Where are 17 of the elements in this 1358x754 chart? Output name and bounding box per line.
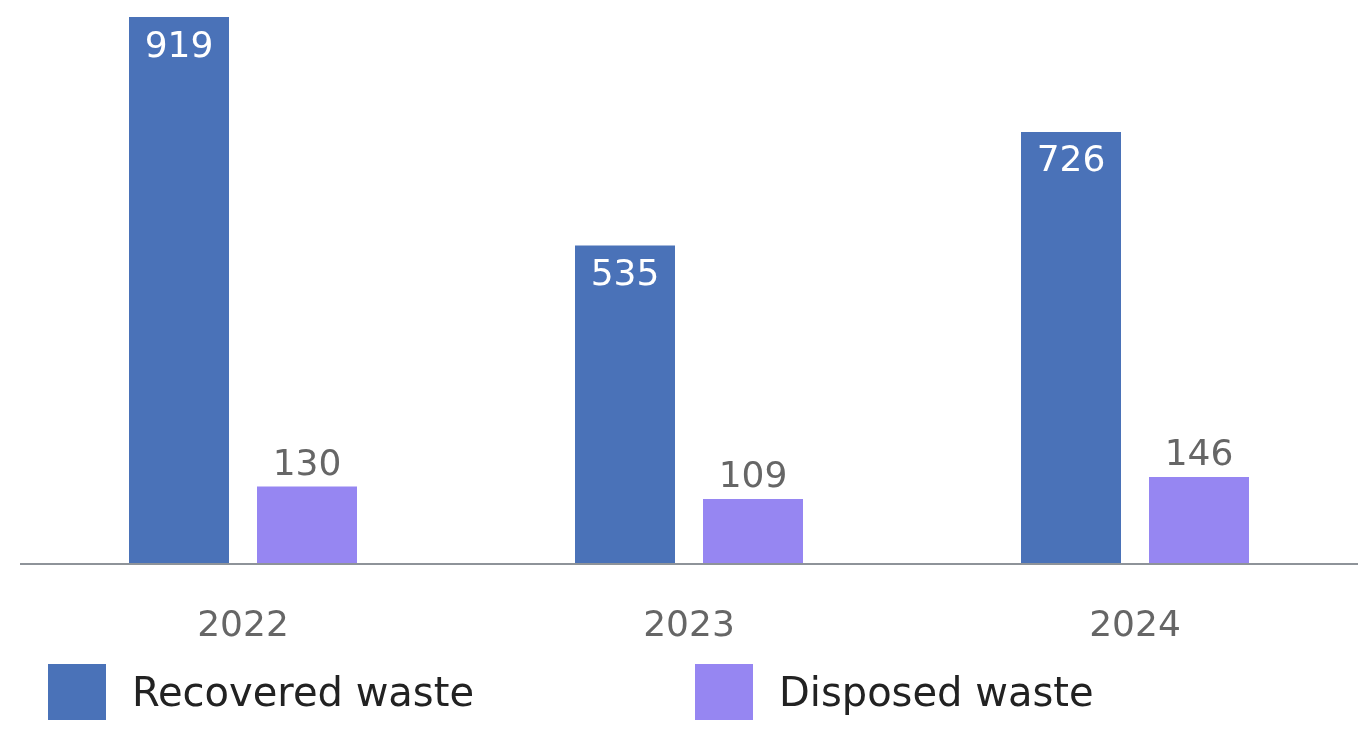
bar — [129, 17, 229, 564]
x-tick-label: 2023 — [643, 602, 735, 644]
x-tick-label: 2022 — [197, 602, 289, 644]
legend-label: Disposed waste — [779, 669, 1094, 715]
data-label: 726 — [1036, 138, 1106, 180]
bar — [703, 499, 803, 564]
legend-label: Recovered waste — [132, 669, 474, 715]
data-label: 130 — [272, 441, 342, 483]
bar — [1149, 477, 1249, 564]
data-label: 535 — [590, 252, 660, 294]
data-label: 109 — [718, 454, 788, 496]
bar — [575, 245, 675, 564]
bar — [1021, 131, 1121, 564]
data-label: 919 — [144, 23, 214, 65]
bar — [257, 486, 357, 564]
x-tick-label: 2024 — [1089, 602, 1181, 644]
data-label: 146 — [1164, 432, 1234, 474]
